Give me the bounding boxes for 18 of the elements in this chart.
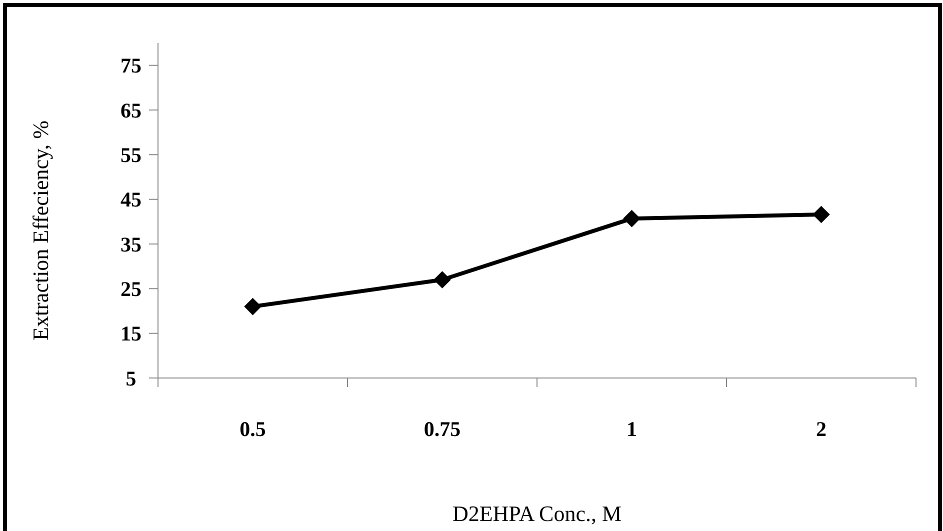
x-tick-label: 2 [816,417,826,441]
y-tick-label: 15 [120,322,142,346]
y-axis-title: Extraction Effeciency, % [28,120,53,340]
y-tick-label: 75 [120,54,142,78]
y-tick-label: 5 [126,366,136,390]
y-tick-label: 35 [120,232,142,256]
point [812,206,830,224]
point [623,210,640,228]
y-tick-label: 25 [120,277,142,302]
x-tick-label: 0.5 [240,417,266,441]
x-tick-label: 1 [626,417,637,441]
x-axis-title: D2EHPA Conc., M [452,501,622,526]
y-tick-label: 65 [120,98,142,122]
y-tick-label: 55 [120,143,142,168]
point [244,298,262,316]
x-tick-label: 0.75 [424,417,461,441]
point [434,271,451,288]
y-tick-label: 45 [120,188,142,212]
